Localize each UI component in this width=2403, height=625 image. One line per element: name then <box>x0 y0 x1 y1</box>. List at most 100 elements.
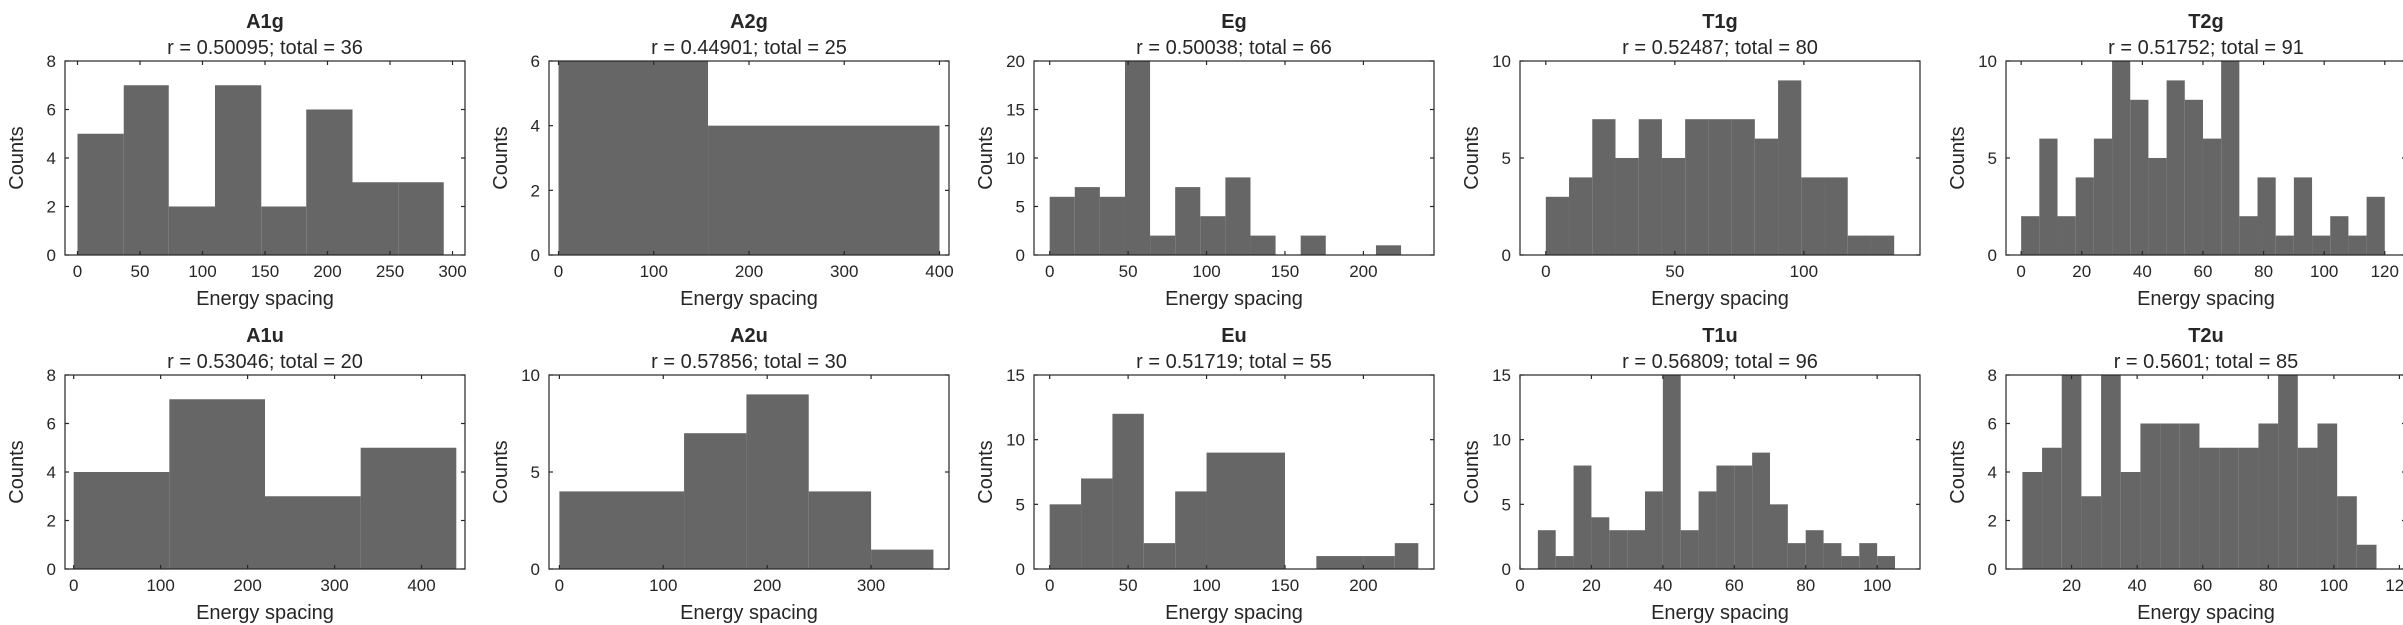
histogram-bar <box>168 206 215 255</box>
histogram-bar <box>1375 245 1402 255</box>
axes-box <box>1519 374 1921 570</box>
x-tick-label: 60 <box>1725 576 1744 595</box>
y-tick-label: 0 <box>1988 246 1997 265</box>
x-tick-label: 120 <box>2385 576 2403 595</box>
x-tick-label: 100 <box>2320 576 2348 595</box>
histogram-bar <box>1645 491 1663 569</box>
histogram-bar <box>1300 235 1326 255</box>
histogram-bar <box>2042 447 2062 569</box>
histogram-bar <box>169 399 265 569</box>
y-tick-label: 8 <box>47 52 56 71</box>
y-tick-label: 8 <box>47 366 56 385</box>
x-tick-label: 50 <box>1665 262 1684 281</box>
histogram-bar <box>1752 452 1770 569</box>
histogram-bar <box>1569 177 1593 255</box>
histogram-bar <box>2297 447 2318 569</box>
histogram-bar <box>1049 196 1075 255</box>
histogram-bar <box>2239 216 2258 255</box>
histogram-bar <box>871 549 934 569</box>
histogram-bar <box>1316 556 1364 569</box>
histogram-bar <box>1609 530 1628 569</box>
y-tick-label: 4 <box>47 463 56 482</box>
histogram-bar <box>1770 504 1788 569</box>
histogram-bar <box>2348 235 2367 255</box>
panel-title: A2g <box>730 11 768 33</box>
panel-subtitle: r = 0.50038; total = 66 <box>1136 37 1332 59</box>
histogram-bar <box>1824 177 1848 255</box>
histogram-bar <box>2130 99 2149 255</box>
histogram-bar <box>2221 61 2240 255</box>
y-tick-label: 6 <box>531 52 540 71</box>
histogram-bar <box>1175 187 1201 255</box>
histogram-bar <box>1074 187 1100 255</box>
y-axis-label: Counts <box>1947 126 1969 189</box>
x-tick-label: 300 <box>830 262 858 281</box>
y-tick-label: 5 <box>1502 495 1511 514</box>
panel-title: A2u <box>730 325 768 347</box>
x-tick-label: 80 <box>2259 576 2278 595</box>
histogram-bar <box>2366 196 2385 255</box>
y-axis-label: Counts <box>1947 440 1969 503</box>
histogram-bar <box>398 182 444 255</box>
x-tick-label: 60 <box>2193 576 2212 595</box>
histogram-bar <box>1716 465 1735 569</box>
x-axis-label: Energy spacing <box>1651 602 1789 624</box>
histogram-bar <box>123 85 169 255</box>
histogram-bar <box>1685 119 1709 255</box>
x-tick-label: 300 <box>438 262 466 281</box>
y-axis-label: Counts <box>975 440 997 503</box>
histogram-bar <box>1124 61 1151 255</box>
histogram-panel: 0 50 100 150 200 250 300 0 2 4 6 8 A1g r = 0.50095; t… <box>6 11 467 310</box>
y-tick-label: 15 <box>1492 366 1511 385</box>
x-tick-label: 0 <box>73 262 82 281</box>
histogram-bar <box>2022 472 2043 569</box>
histogram-bar <box>261 206 307 255</box>
x-tick-label: 80 <box>1796 576 1815 595</box>
x-tick-label: 40 <box>2133 262 2152 281</box>
histogram-bar <box>2179 423 2200 569</box>
histogram-bar <box>2057 216 2076 255</box>
x-tick-label: 20 <box>2072 262 2091 281</box>
x-tick-label: 50 <box>1119 576 1138 595</box>
x-tick-label: 80 <box>2254 262 2273 281</box>
histogram-bar <box>1206 452 1285 569</box>
x-tick-label: 150 <box>1271 262 1299 281</box>
panel-subtitle: r = 0.52487; total = 80 <box>1622 37 1818 59</box>
x-tick-label: 400 <box>407 576 435 595</box>
histogram-bar <box>1394 543 1419 569</box>
x-tick-label: 100 <box>146 576 174 595</box>
histogram-bar <box>1680 530 1699 569</box>
y-axis-label: Counts <box>1461 126 1483 189</box>
y-tick-label: 10 <box>1006 149 1025 168</box>
panel-subtitle: r = 0.5601; total = 85 <box>2114 351 2299 373</box>
histogram-bar <box>1708 119 1732 255</box>
y-axis-label: Counts <box>490 126 512 189</box>
histogram-bar <box>1778 80 1802 256</box>
x-axis-label: Energy spacing <box>196 288 334 310</box>
histogram-panel: 20 40 60 80 100 120 0 2 4 6 8 T2u r = 0.5601; total … <box>1947 325 2403 624</box>
histogram-bar <box>1847 235 1871 255</box>
histogram-bar <box>1573 465 1592 569</box>
histogram-bar <box>265 496 361 569</box>
panel-subtitle: r = 0.50095; total = 36 <box>167 37 363 59</box>
y-tick-label: 10 <box>1006 431 1025 450</box>
histogram-bar <box>1870 235 1895 255</box>
panel-subtitle: r = 0.51719; total = 55 <box>1136 351 1332 373</box>
x-tick-label: 200 <box>753 576 781 595</box>
histogram-bar <box>2021 216 2040 255</box>
histogram-bar <box>1049 504 1082 569</box>
y-tick-label: 20 <box>1006 52 1025 71</box>
x-axis-label: Energy spacing <box>680 288 818 310</box>
histogram-bar <box>1754 138 1779 255</box>
x-tick-label: 120 <box>2371 262 2399 281</box>
panel-title: Eu <box>1221 325 1247 347</box>
histogram-bar <box>1225 177 1251 255</box>
x-tick-label: 100 <box>640 262 668 281</box>
x-tick-label: 100 <box>1863 576 1891 595</box>
x-tick-label: 300 <box>857 576 885 595</box>
y-tick-label: 0 <box>531 246 540 265</box>
y-tick-label: 0 <box>47 560 56 579</box>
histogram-bar <box>2202 138 2222 255</box>
panel-subtitle: r = 0.53046; total = 20 <box>167 351 363 373</box>
y-tick-label: 15 <box>1006 366 1025 385</box>
